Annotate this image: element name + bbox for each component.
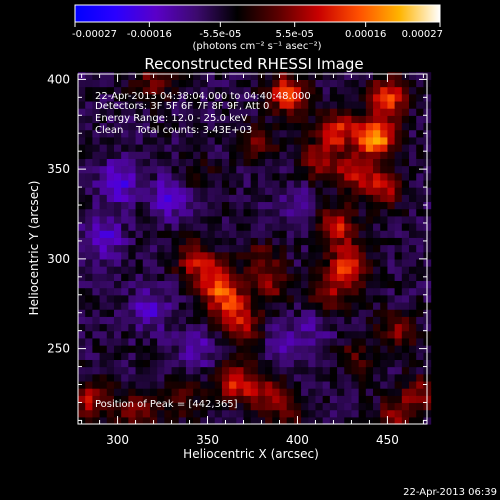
heatmap	[78, 72, 432, 425]
colorbar	[74, 4, 441, 23]
x-tick-label: 300	[106, 433, 129, 447]
annotation-total-counts: Clean Total counts: 3.43E+03	[95, 125, 252, 136]
chart-title: Reconstructed RHESSI Image	[144, 55, 363, 73]
axis-ticks: 300 350 400 450 250 300 350 400	[47, 72, 427, 447]
colorbar-tick-label: -0.00027	[72, 29, 117, 40]
colorbar-tick-label: -0.00016	[127, 29, 172, 40]
x-axis-label: Heliocentric X (arcsec)	[183, 447, 319, 461]
y-axis-label: Heliocentric Y (arcsec)	[27, 181, 41, 316]
footer-timestamp: 22-Apr-2013 06:39	[403, 487, 497, 498]
colorbar-tick-label: 5.5e-05	[275, 29, 313, 40]
annotation-peak-position: Position of Peak = [442,365]	[95, 399, 238, 410]
x-tick-label: 350	[196, 433, 219, 447]
colorbar-tick-label: -5.5e-05	[199, 29, 241, 40]
annotation-detectors: Detectors: 3F 5F 6F 7F 8F 9F, Att 0	[95, 101, 269, 112]
y-tick-label: 400	[47, 72, 70, 86]
x-tick-label: 400	[286, 433, 309, 447]
annotation-energy-range: Energy Range: 12.0 - 25.0 keV	[95, 113, 248, 124]
colorbar-tick-label: 0.00016	[345, 29, 386, 40]
x-tick-label: 450	[376, 433, 399, 447]
colorbar-tick-label: 0.00027	[402, 29, 443, 40]
colorbar-ticks: -0.00027 -0.00016 -5.5e-05 5.5e-05 0.00016 0.…	[72, 22, 443, 40]
annotation-block: 22-Apr-2013 04:38:04.000 to 04:40:48.000…	[95, 91, 311, 136]
y-tick-label: 350	[47, 162, 70, 176]
annotation-time-range: 22-Apr-2013 04:38:04.000 to 04:40:48.000	[95, 91, 311, 102]
y-tick-label: 250	[47, 342, 70, 356]
colorbar-label: (photons cm⁻² s⁻¹ asec⁻²)	[192, 41, 321, 52]
plot-frame	[77, 73, 428, 425]
y-tick-label: 300	[47, 252, 70, 266]
